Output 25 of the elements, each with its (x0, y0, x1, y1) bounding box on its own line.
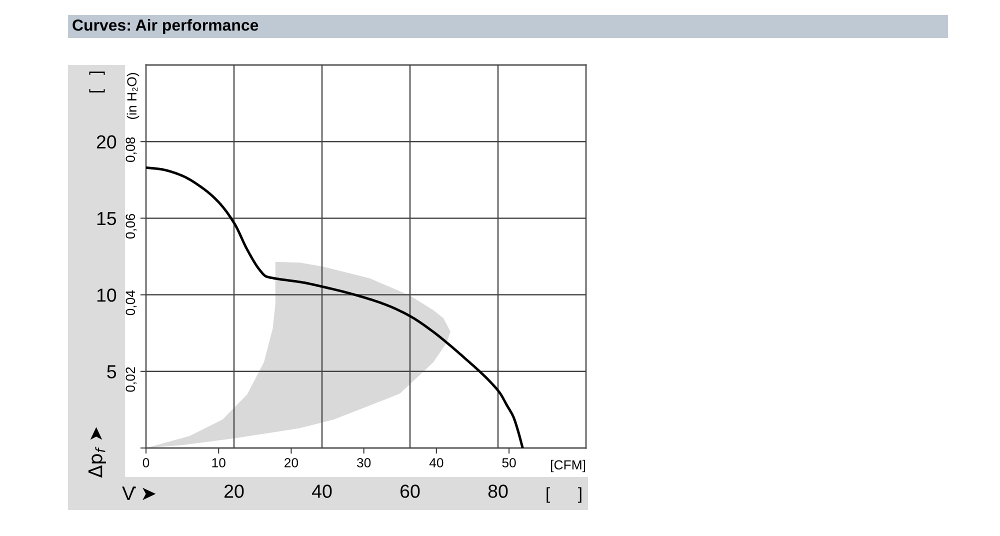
y-axis-title: Δp$_{f}$ ➤ (88, 427, 106, 478)
x-axis-title: V̇ ➤ (122, 486, 156, 500)
text: [ ] (89, 72, 105, 92)
x-tick-label: 80 (488, 484, 508, 498)
x2-axis-title: [CFM] (551, 460, 586, 472)
y2-tick-label: 0,08 (126, 137, 137, 162)
x-tick-label: 60 (400, 484, 420, 498)
x2-tick-label: 30 (356, 458, 371, 468)
y2-tick-label: 0,04 (126, 290, 137, 316)
y-tick-label: 15 (97, 212, 116, 226)
y-tick-label: 10 (97, 288, 116, 302)
x2-tick-label: 10 (212, 458, 226, 468)
y2-axis-title: (in H₂O) (126, 73, 140, 119)
x2-tick-label: 40 (429, 458, 444, 468)
y2-tick-label: 0,02 (126, 367, 137, 392)
chart-title: Curves: Air performance (72, 19, 258, 34)
y-tick-label: 5 (107, 365, 116, 378)
x-tick-label: 40 (312, 484, 332, 498)
x2-tick-label: 50 (502, 458, 516, 468)
y2-tick-label: 0,06 (126, 214, 137, 239)
y-tick-label: 20 (96, 135, 116, 149)
x2-tick-label: 0 (142, 458, 150, 468)
x-tick-label: 20 (224, 484, 244, 498)
text: [ ] (546, 487, 582, 503)
x2-tick-label: 20 (284, 458, 298, 468)
